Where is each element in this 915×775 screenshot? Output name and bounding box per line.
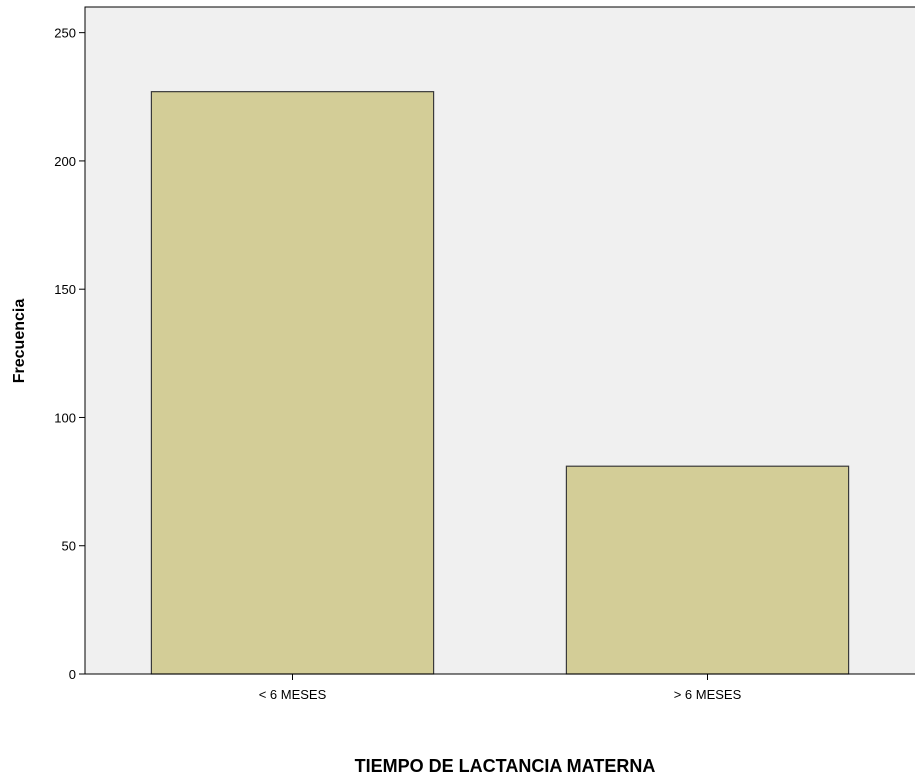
x-tick-label: > 6 MESES <box>674 687 742 702</box>
x-tick-label: < 6 MESES <box>259 687 327 702</box>
y-tick-label: 0 <box>69 667 76 682</box>
y-tick-label: 150 <box>54 282 76 297</box>
y-tick-label: 250 <box>54 26 76 41</box>
bar <box>150 91 435 675</box>
y-tick-label: 200 <box>54 154 76 169</box>
y-tick-label: 50 <box>62 539 76 554</box>
y-tick-label: 100 <box>54 410 76 425</box>
x-ticks-group: < 6 MESES > 6 MESES <box>259 674 742 702</box>
bar <box>565 465 850 675</box>
y-ticks-group: 0 50 100 150 200 250 <box>54 26 85 682</box>
x-axis-title: TIEMPO DE LACTANCIA MATERNA <box>355 756 656 775</box>
y-axis-title: Frecuencia <box>11 299 28 384</box>
